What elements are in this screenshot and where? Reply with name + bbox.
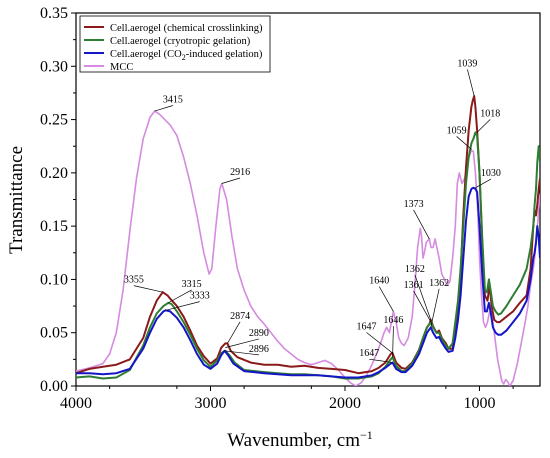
legend-label: MCC [110,62,133,73]
annotation-label: 1647 [359,348,379,359]
annotation-label: 1030 [481,168,501,179]
y-tick-label: 0.05 [40,325,68,342]
y-tick-label: 0.30 [40,58,68,75]
x-tick-label: 4000 [60,395,92,412]
annotation-label: 3415 [163,95,183,106]
y-tick-label: 0.35 [40,5,68,22]
annotation-label: 1039 [457,58,477,69]
legend-label: Cell.aerogel (chemical crosslinking) [110,23,263,34]
annotation-label: 1647 [357,322,377,333]
annotation-label: 3315 [182,279,202,290]
annotation-leader [476,119,491,133]
ticks-layer: 4000 3000 2000 1000 0.00 0.05 0.10 0.15 0.20 0.25… [40,5,514,412]
annotation-leader [378,286,394,312]
annotation-label: 2916 [230,167,250,178]
annotation-label: 3333 [190,291,210,302]
y-axis-title: Transmittance [6,146,27,254]
x-tick-label: 3000 [194,395,226,412]
annotation-leader [475,178,492,189]
series-line-0 [76,95,540,375]
annotation-leader [456,136,472,150]
annotation-label: 1361 [404,280,424,291]
annotation-leader [430,288,440,328]
annotation-leader [221,177,241,184]
annotation-leader [227,321,241,344]
annotation-label: 2874 [230,311,250,322]
x-axis-title-superscript: −1 [360,428,373,442]
annotation-leader [167,289,192,304]
annotation-leader [366,332,393,354]
y-tick-label: 0.00 [40,378,68,395]
annotation-label: 1059 [447,125,467,136]
y-tick-label: 0.25 [40,112,68,129]
annotation-label: 1362 [405,264,425,275]
y-tick-label: 0.10 [40,271,68,288]
annotation-leader [392,326,394,358]
annotation-label: 3355 [124,275,144,286]
x-axis-title: Wavenumber, cm−1 [227,428,373,451]
annotation-label: 2890 [249,328,269,339]
annotation-label: 1373 [404,199,424,210]
annotation-leader [133,285,163,293]
y-tick-label: 0.15 [40,218,68,235]
annotation-leader [413,209,430,240]
x-axis-title-text: Wavenumber, cm [227,430,360,451]
annotation-leader [224,350,259,356]
annotation-label: 1018 [480,108,500,119]
annotation-label: 2896 [249,344,269,355]
y-tick-label: 0.20 [40,165,68,182]
series-line-1 [76,131,540,380]
annotation-label: 1362 [429,278,449,289]
annotation-leader [369,358,393,363]
legend-label: Cell.aerogel (cryotropic gelation) [110,36,251,47]
legend: Cell.aerogel (chemical crosslinking) Cell… [79,15,271,73]
legend-label: Cell.aerogel (CO2-induced gelation) [110,49,263,62]
annotation-leader [225,338,259,348]
x-tick-label: 2000 [329,395,361,412]
legend-box [79,15,271,73]
annotation-label: 1646 [383,315,403,326]
annotation-leader [413,290,432,323]
series-line-2 [76,186,540,379]
annotation-label: 1640 [369,276,389,287]
series-layer [76,95,540,386]
annotation-leader [414,274,432,321]
annotation-leader [165,301,200,311]
annotation-leader [154,105,173,112]
x-tick-label: 1000 [463,395,495,412]
annotation-leader [467,69,475,97]
